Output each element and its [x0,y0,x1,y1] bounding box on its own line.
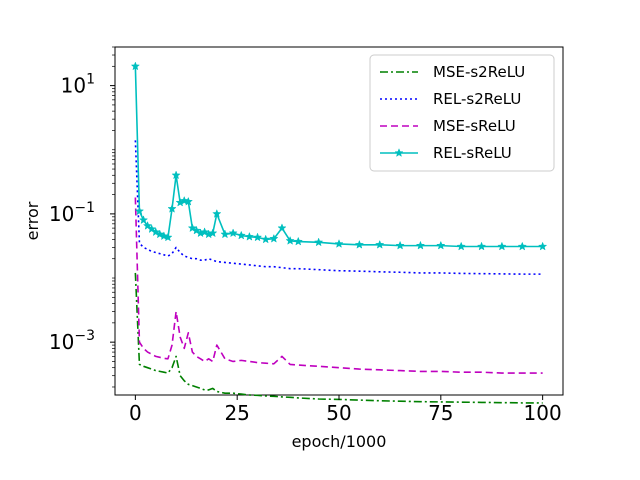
data-point-rel-srelu [537,241,548,251]
x-tick-label: 25 [224,401,249,425]
legend-box [369,54,555,172]
x-tick-label: 100 [524,401,562,425]
y-tick-label: 101 [61,72,95,98]
data-point-rel-srelu [163,232,173,242]
data-point-rel-srelu [244,231,255,241]
series-layer [130,61,548,404]
data-point-rel-srelu [456,241,466,251]
y-axis-label: error [23,201,42,240]
data-point-rel-srelu [191,225,202,235]
data-point-rel-srelu [354,239,365,249]
data-point-rel-srelu [228,228,238,238]
data-point-rel-srelu [334,239,344,248]
data-point-rel-srelu [236,230,246,240]
series-line-mse-s2relu [134,272,543,404]
legend-label-rel-srelu: REL-sReLU [433,144,512,162]
x-axis: 0 25 50 75 100 [129,395,562,425]
data-point-rel-srelu [415,240,426,250]
data-point-rel-srelu [293,236,303,246]
legend: MSE-s2ReLU REL-s2ReLU MSE-sReLU REL-sReLU [369,54,555,172]
data-point-rel-srelu [220,229,230,239]
data-point-rel-srelu [167,203,177,213]
data-point-rel-srelu [138,215,149,225]
legend-label-rel-s2relu: REL-s2ReLU [433,90,521,108]
data-point-rel-srelu [497,241,507,251]
x-tick-label: 0 [129,401,142,425]
data-point-rel-srelu [208,228,218,238]
data-point-rel-srelu [375,239,385,249]
data-point-rel-srelu [277,223,287,233]
data-point-rel-srelu [269,233,279,243]
data-point-rel-srelu [151,227,161,237]
data-point-rel-srelu [313,237,324,247]
x-tick-label: 50 [326,401,351,425]
x-tick-label: 75 [428,401,453,425]
legend-label-mse-srelu: MSE-sReLU [433,117,516,135]
data-point-rel-srelu [183,196,193,206]
data-point-rel-srelu [285,235,295,245]
data-point-rel-srelu [436,240,446,250]
data-point-rel-srelu [252,232,263,242]
data-point-rel-srelu [171,170,181,180]
data-point-rel-srelu [134,206,145,216]
data-point-rel-srelu [476,241,487,251]
y-tick-label: 10−3 [49,328,95,354]
legend-label-mse-s2relu: MSE-s2ReLU [433,63,525,81]
data-point-rel-srelu [395,240,405,250]
y-axis: 10−3 10−1 101 [49,46,115,388]
y-tick-label: 10−1 [49,200,95,226]
data-point-rel-srelu [130,61,141,71]
x-axis-label: epoch/1000 [292,432,387,451]
series-line-mse-srelu [134,197,543,374]
data-point-rel-srelu [159,231,169,241]
data-point-rel-srelu [261,234,271,244]
series-line-rel-s2relu [134,140,543,275]
data-point-rel-srelu [187,223,198,233]
data-point-rel-srelu [212,208,222,218]
data-point-rel-srelu [199,227,210,237]
data-point-rel-srelu [517,241,527,251]
legend-marker [394,148,404,157]
data-point-rel-srelu [155,229,165,239]
